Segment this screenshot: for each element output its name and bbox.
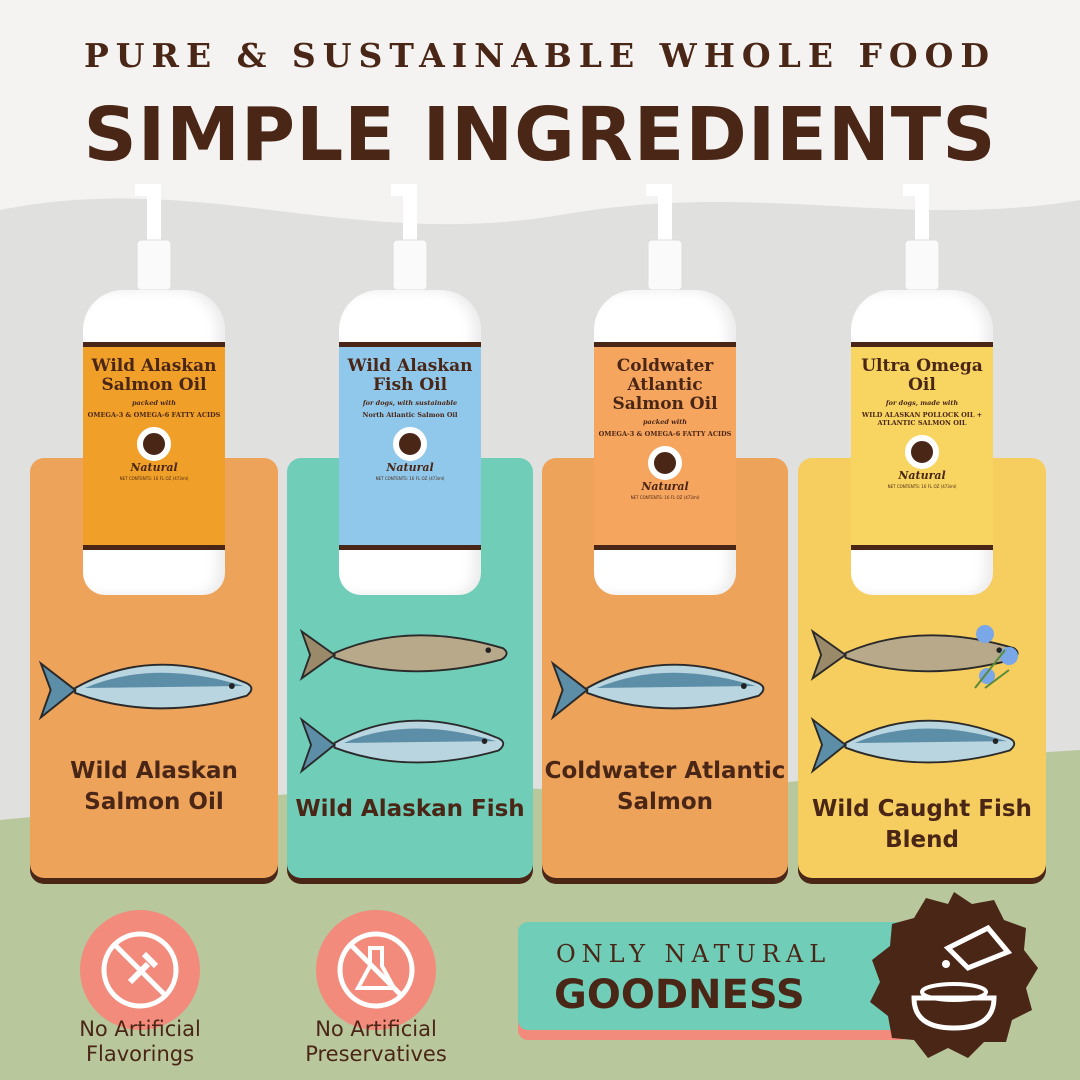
salmon-icon (299, 716, 505, 774)
product-name: Wild Alaskan Salmon Oil (91, 356, 217, 395)
product-subtitle: packed with (643, 418, 687, 426)
banner-line2: GOODNESS (554, 972, 805, 1018)
net-contents: NET CONTENTS: 16 FL OZ (473ml) (887, 484, 957, 489)
product-bottle: Coldwater Atlantic Salmon Oil packed wit… (594, 180, 736, 595)
no-flask-icon (337, 931, 415, 1009)
product-label: Coldwater Atlantic Salmon Oil packed wit… (594, 342, 736, 550)
net-contents: NET CONTENTS: 16 FL OZ (473ml) (630, 495, 700, 500)
tagline: PURE & SUSTAINABLE WHOLE FOOD (83, 36, 997, 75)
product-bottle: Wild Alaskan Salmon Oil packed with OMEG… (83, 180, 225, 595)
salmon-icon (550, 660, 765, 721)
brand-logo: Natural (130, 461, 178, 474)
dog-logo-icon (393, 427, 427, 461)
product-bottle: Wild Alaskan Fish Oil for dogs, with sus… (339, 180, 481, 595)
ingredient-label: Wild Caught Fish Blend (812, 796, 1032, 853)
product-subtitle: OMEGA-3 & OMEGA-6 FATTY ACIDS (87, 411, 221, 419)
natural-goodness-banner: ONLY NATURAL GOODNESS (518, 922, 910, 1030)
product-subtitle: OMEGA-3 & OMEGA-6 FATTY ACIDS (598, 430, 732, 438)
product-subtitle: WILD ALASKAN POLLOCK OIL + ATLANTIC SALM… (861, 411, 983, 427)
pump-icon (646, 184, 683, 290)
product-label: Ultra Omega Oil for dogs, made with WILD… (851, 342, 993, 550)
bottle-pouring-on-bowl-icon (870, 892, 1038, 1058)
product-subtitle: for dogs, with sustainable (362, 399, 458, 407)
pump-icon (903, 184, 940, 290)
salmon-icon (38, 660, 253, 721)
feature-label: No Artificial Preservatives (305, 1017, 447, 1066)
flax-flower-icon (965, 620, 1025, 694)
dog-logo-icon (648, 446, 682, 480)
no-artificial-flavorings-badge (80, 910, 200, 1030)
dog-logo-icon (137, 427, 171, 461)
no-artificial-preservatives-badge (316, 910, 436, 1030)
pump-icon (135, 184, 172, 290)
feature-label: No Artificial Flavorings (79, 1017, 201, 1066)
pollock-icon (810, 628, 1019, 681)
brand-logo: Natural (898, 469, 946, 482)
ingredient-label: Coldwater Atlantic Salmon (544, 758, 786, 815)
product-label: Wild Alaskan Fish Oil for dogs, with sus… (339, 342, 481, 550)
product-subtitle: for dogs, made with (885, 399, 959, 407)
product-name: Ultra Omega Oil (861, 356, 983, 395)
brand-logo: Natural (641, 480, 689, 493)
product-name: Wild Alaskan Fish Oil (347, 356, 473, 395)
product-name: Coldwater Atlantic Salmon Oil (612, 356, 718, 414)
pump-icon (391, 184, 428, 290)
dog-logo-icon (905, 435, 939, 469)
product-label: Wild Alaskan Salmon Oil packed with OMEG… (83, 342, 225, 550)
no-dropper-icon (101, 931, 179, 1009)
salmon-icon (810, 716, 1016, 774)
product-subtitle: packed with (132, 399, 176, 407)
ingredient-label: Wild Alaskan Salmon Oil (70, 758, 238, 815)
page-title: SIMPLE INGREDIENTS (83, 92, 997, 178)
product-bottle: Ultra Omega Oil for dogs, made with WILD… (851, 180, 993, 595)
pollock-icon (299, 628, 508, 681)
product-subtitle: North Atlantic Salmon Oil (362, 411, 458, 419)
net-contents: NET CONTENTS: 16 FL OZ (473ml) (375, 476, 445, 481)
net-contents: NET CONTENTS: 16 FL OZ (473ml) (119, 476, 189, 481)
banner-line1: ONLY NATURAL (556, 940, 832, 968)
ingredient-label: Wild Alaskan Fish (295, 796, 525, 822)
brand-logo: Natural (386, 461, 434, 474)
